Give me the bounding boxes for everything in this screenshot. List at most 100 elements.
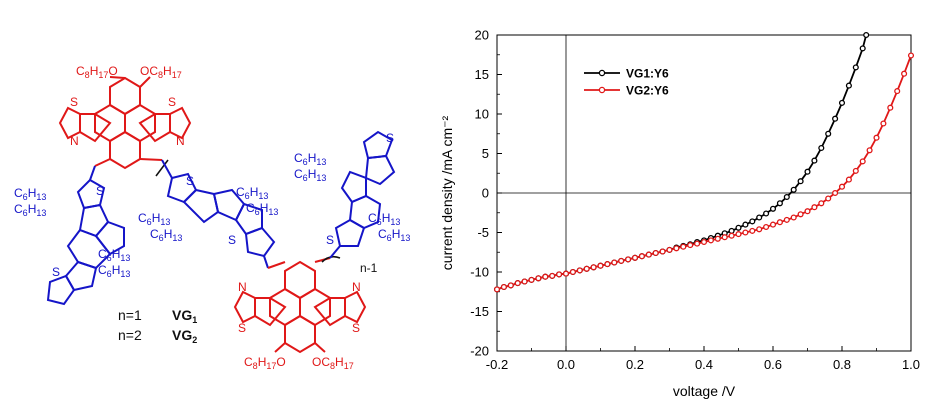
data-point: [873, 134, 880, 141]
y-tick-label: -10: [470, 265, 489, 280]
x-tick-label: 0.0: [557, 357, 575, 372]
alkoxy-label-top-right: OC8H17: [140, 64, 182, 80]
chart-legend: VG1:Y6 VG2:Y6: [584, 67, 669, 98]
alkoxy-label-top-left: C8H17O: [76, 64, 118, 80]
y-tick-label: 15: [475, 67, 489, 82]
thiadiazole-s-label: S: [238, 321, 246, 335]
thiadiazole-s-label: S: [352, 321, 360, 335]
data-point: [625, 256, 632, 263]
compound-n-label: n=2: [118, 327, 142, 343]
hexyl-label: C6H13: [378, 227, 410, 243]
x-tick-label: 0.8: [833, 357, 851, 372]
compound-legend: n=1 VG1 n=2 VG2: [118, 307, 197, 345]
data-point: [528, 276, 535, 283]
hexyl-label: C6H13: [150, 227, 182, 243]
y-tick-label: -20: [470, 344, 489, 359]
donor-center: [155, 159, 276, 269]
data-point: [714, 235, 721, 242]
data-point: [863, 31, 870, 39]
hexyl-label: C6H13: [98, 247, 130, 263]
data-point: [735, 224, 742, 231]
thiophene-s-label: S: [186, 174, 194, 188]
data-point: [549, 272, 556, 279]
data-point: [790, 214, 797, 221]
thiophene-s-label: S: [228, 233, 236, 247]
data-point: [825, 130, 832, 137]
data-point: [838, 99, 846, 106]
hexyl-label: C6H13: [246, 201, 278, 217]
compound-name-label: VG1: [172, 307, 197, 325]
thiadiazole-s-label: S: [70, 95, 78, 109]
axis-ticks: -0.2 0.0 0.2 0.4 0.6 0.8 1.0 -20 -15 -10 -5 0 5 10 15 2…: [470, 28, 920, 373]
legend-entry-label: VG2:Y6: [626, 84, 669, 98]
data-point: [611, 259, 618, 266]
data-point: [880, 120, 887, 127]
data-point: [763, 223, 770, 231]
data-point: [776, 219, 783, 226]
data-point: [514, 280, 521, 287]
y-axis-label: current density /mA cm⁻²: [439, 115, 455, 270]
data-point: [866, 147, 873, 154]
data-point: [618, 257, 625, 264]
data-point: [556, 271, 563, 278]
series-layer: [493, 31, 915, 293]
data-point: [811, 157, 818, 164]
data-point: [638, 253, 645, 260]
thiadiazole-n-label: N: [176, 134, 185, 148]
data-point: [562, 270, 570, 277]
hexyl-label: C6H13: [294, 167, 326, 183]
data-point: [887, 104, 894, 111]
data-point: [818, 144, 825, 152]
series-line: [496, 34, 868, 291]
data-point: [597, 262, 604, 269]
data-point: [687, 242, 694, 249]
data-point: [825, 195, 832, 202]
data-point: [631, 254, 639, 261]
data-point: [838, 183, 846, 190]
data-point: [832, 189, 839, 197]
data-point: [735, 231, 742, 238]
data-point: [590, 264, 597, 271]
y-tick-label: -5: [477, 225, 489, 240]
data-point: [907, 52, 915, 59]
data-point: [756, 226, 763, 233]
alkoxy-label-bottom-right: OC8H17: [312, 355, 354, 371]
data-point: [776, 200, 783, 207]
series-line: [496, 55, 912, 291]
data-point: [901, 70, 908, 77]
data-point: [666, 246, 673, 253]
molecular-structure: C8H17O OC8H17 S S N N S C6H13 C6H13 C6H1…: [14, 64, 410, 371]
data-point: [783, 216, 790, 223]
y-tick-label: 20: [475, 28, 489, 43]
y-tick-label: 10: [475, 107, 489, 122]
data-point: [707, 237, 714, 244]
data-point: [763, 210, 770, 217]
data-point: [721, 234, 728, 241]
thiophene-s-label: S: [52, 265, 60, 279]
hexyl-label: C6H13: [138, 211, 170, 227]
data-point: [749, 218, 756, 225]
data-point: [818, 200, 825, 207]
data-point: [728, 232, 735, 239]
legend-swatch-marker: [598, 69, 606, 77]
thiophene-s-label: S: [96, 184, 104, 198]
hexyl-label: C6H13: [294, 151, 326, 167]
data-point: [804, 208, 811, 215]
data-point: [535, 275, 542, 282]
data-point: [728, 227, 735, 234]
data-point: [507, 282, 514, 289]
legend-entry-label: VG1:Y6: [626, 67, 669, 81]
data-point: [859, 45, 866, 52]
x-tick-label: 0.6: [764, 357, 782, 372]
thiadiazole-s-label: S: [168, 95, 176, 109]
hexyl-label: C6H13: [236, 185, 268, 201]
data-point: [852, 167, 859, 174]
thiophene-s-label: S: [326, 233, 334, 247]
donor-arm-left: [46, 165, 125, 306]
data-point: [797, 211, 804, 218]
data-point: [832, 115, 839, 122]
data-point: [811, 204, 818, 211]
data-point: [700, 238, 708, 246]
data-point: [749, 227, 756, 234]
data-point: [500, 283, 507, 291]
